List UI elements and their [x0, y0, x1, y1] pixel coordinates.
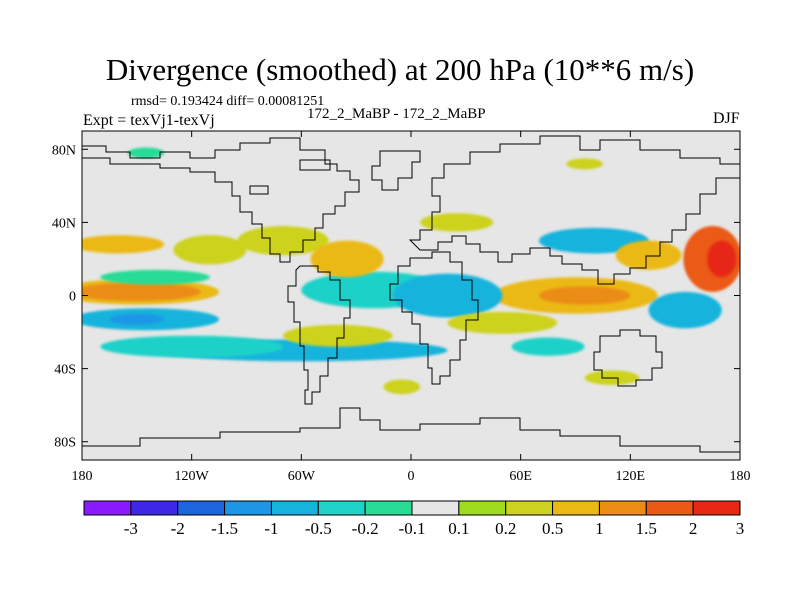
- antarctica-coast: [82, 407, 740, 453]
- field-equatorial-core-west: [82, 282, 201, 301]
- field-north-pacific-positive-b: [173, 235, 247, 265]
- colorbar-swatch: [130, 500, 179, 516]
- colorbar-label: -0.2: [352, 519, 379, 538]
- africa-coast: [389, 251, 479, 385]
- colorbar-label: 3: [736, 519, 745, 538]
- eurasia-coast: [408, 135, 740, 285]
- y-tick-label: 80S: [54, 436, 76, 451]
- y-tick-label: 40N: [52, 216, 76, 231]
- field-west-pacific-positive-core: [707, 240, 737, 278]
- colorbar-label: -0.5: [305, 519, 332, 538]
- colorbar-swatch: [270, 500, 319, 516]
- colorbar-label: 0.5: [542, 519, 563, 538]
- north-america-coast: [82, 137, 360, 263]
- colorbar-swatch: [177, 500, 226, 516]
- colorbar-swatch: [364, 500, 413, 516]
- colorbar-swatch: [458, 500, 507, 516]
- colorbar-label: 1: [595, 519, 604, 538]
- colorbar-label: -2: [171, 519, 185, 538]
- australia-coast: [593, 329, 663, 387]
- colorbar-label: 0.2: [495, 519, 516, 538]
- x-tick-label: 180: [730, 469, 751, 484]
- x-tick-label: 120W: [175, 469, 210, 484]
- x-tick-label: 60E: [509, 469, 532, 484]
- field-indian-positive-core: [538, 286, 631, 305]
- divergence-field: [82, 147, 740, 395]
- colorbar-swatch: [598, 500, 647, 516]
- field-europe-positive: [420, 213, 494, 232]
- colorbar-swatch: [692, 500, 741, 516]
- colorbar-swatch: [552, 500, 600, 516]
- field-arctic-negative: [127, 147, 165, 159]
- field-mid-atlantic-positive: [310, 240, 384, 278]
- field-north-pacific-positive: [82, 235, 165, 254]
- field-north-america-positive: [237, 226, 329, 256]
- colorbar-swatch: [317, 500, 366, 516]
- arctic-islands-coast: [249, 159, 331, 195]
- colorbar-label: 2: [689, 519, 698, 538]
- colorbar-label: 1.5: [636, 519, 657, 538]
- chart-title: Divergence (smoothed) at 200 hPa (10**6 …: [105, 52, 695, 87]
- greenland-coast: [371, 150, 421, 191]
- x-axis: 180 120W 60W 0 60E 120E 180: [72, 131, 751, 484]
- colorbar-swatch: [505, 500, 554, 516]
- field-southern-band-west: [100, 335, 284, 358]
- x-tick-label: 120E: [616, 469, 646, 484]
- colorbar-swatch: [411, 500, 460, 516]
- field-southern-ocean-positive: [383, 379, 421, 395]
- field-subtropical-positive: [447, 311, 558, 334]
- field-indian-south-negative: [511, 337, 585, 356]
- colorbar-swatch: [83, 500, 132, 516]
- field-china-positive: [615, 240, 682, 270]
- field-north-pacific-negative: [100, 269, 210, 285]
- stats-label: rmsd= 0.193424 diff= 0.00081251: [131, 94, 325, 109]
- season-label: DJF: [713, 110, 740, 127]
- x-tick-label: 0: [408, 469, 415, 484]
- colorbar-label: -0.1: [399, 519, 426, 538]
- colorbar-label: -1.5: [211, 519, 238, 538]
- field-china-negative: [538, 227, 649, 254]
- y-tick-label: 40S: [54, 363, 76, 378]
- y-axis: 80N 40N 0 40S 80S: [52, 143, 740, 451]
- field-west-pacific-negative: [648, 291, 722, 329]
- colorbar-label: -3: [124, 519, 138, 538]
- field-southern-band-positive: [283, 324, 393, 347]
- field-south-pacific-negative-core: [109, 313, 165, 325]
- x-tick-label: 180: [72, 469, 93, 484]
- field-africa-negative: [392, 273, 503, 318]
- colorbar-label: 0.1: [448, 519, 469, 538]
- coastline-outline: [82, 135, 740, 453]
- field-arctic-positive: [566, 158, 603, 170]
- x-tick-label: 60W: [288, 469, 316, 484]
- y-tick-label: 80N: [52, 143, 76, 158]
- y-tick-label: 0: [69, 290, 76, 305]
- colorbar-label: -1: [264, 519, 278, 538]
- colorbar-swatch: [224, 500, 272, 516]
- chart-subtitle: 172_2_MaBP - 172_2_MaBP: [307, 106, 486, 122]
- colorbar-swatch: [645, 500, 694, 516]
- experiment-label: Expt = texVj1-texVj: [83, 112, 215, 129]
- colorbar: -3 -2 -1.5 -1 -0.5 -0.2 -0.1 0.1 0.2 0.5 1 1.5 2 3: [83, 500, 745, 538]
- south-america-coast: [287, 265, 351, 405]
